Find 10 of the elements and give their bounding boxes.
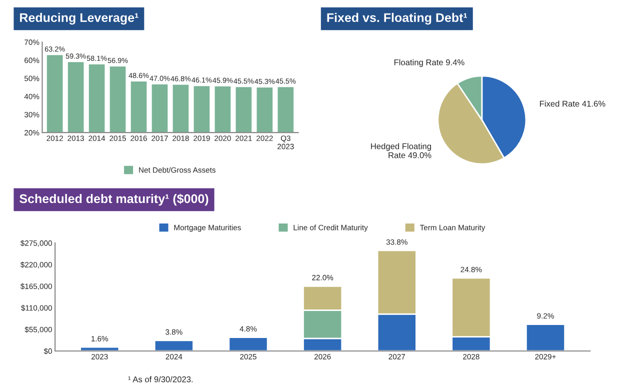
chart-title: Scheduled debt maturity¹ ($000) [20, 194, 208, 206]
bar [228, 336, 268, 351]
chart-title: Fixed vs. Floating Debt¹ [327, 12, 467, 25]
text: ¹ As of 9/30/2023. [128, 376, 193, 382]
slice-label: Hedged Floating Rate 49.0% [371, 143, 432, 158]
chart-title: Reducing Leverage¹ [20, 12, 138, 25]
slice-label: Fixed Rate 41.6% [540, 100, 606, 107]
bar [154, 340, 194, 351]
slice-label: Floating Rate 9.4% [394, 59, 464, 67]
bar [525, 324, 566, 351]
